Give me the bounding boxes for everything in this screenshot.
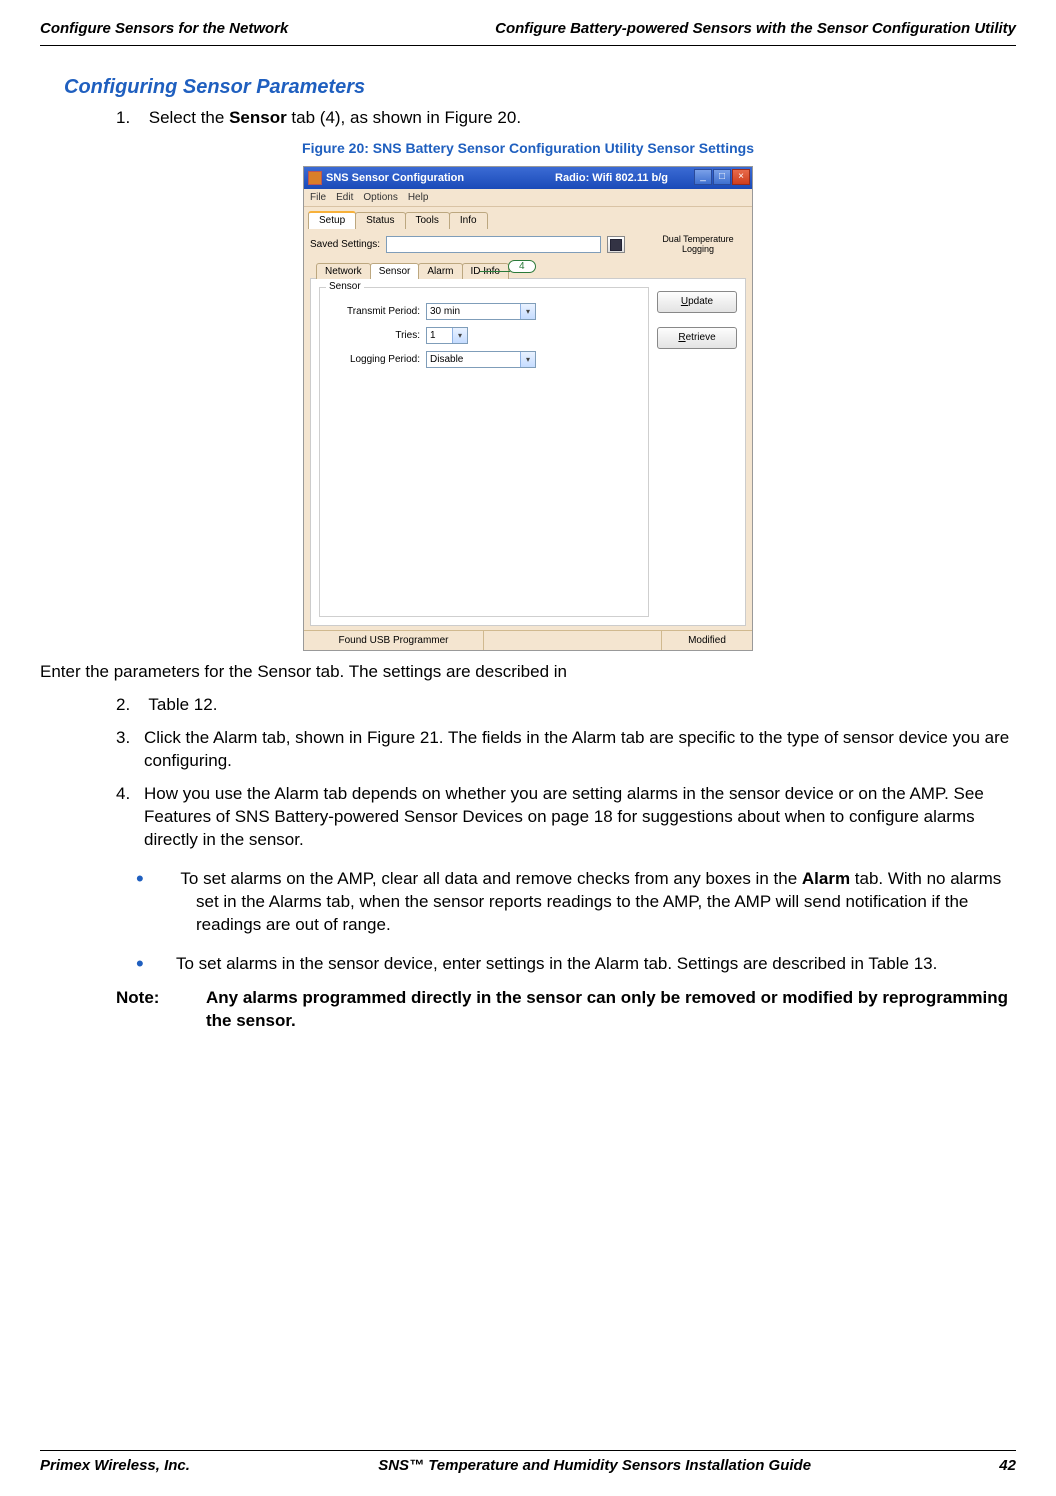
update-button[interactable]: Update	[657, 291, 737, 313]
step1-bold: Sensor	[229, 108, 287, 127]
sensor-legend: Sensor	[326, 281, 364, 292]
tries-value: 1	[430, 330, 436, 341]
step-4-text: How you use the Alarm tab depends on whe…	[144, 783, 1016, 852]
dual-temp-label: Dual Temperature Logging	[656, 235, 746, 255]
screenshot-window: SNS Sensor Configuration Radio: Wifi 802…	[303, 166, 753, 651]
status-left: Found USB Programmer	[304, 631, 484, 650]
subtab-alarm[interactable]: Alarm	[418, 263, 462, 279]
callout-4: 4	[480, 260, 536, 273]
app-icon	[308, 171, 322, 185]
footer-center: SNS™ Temperature and Humidity Sensors In…	[378, 1457, 811, 1474]
tries-label: Tries:	[330, 330, 420, 341]
transmit-label: Transmit Period:	[330, 306, 420, 317]
note-body: Any alarms programmed directly in the se…	[206, 987, 1016, 1033]
callout-number: 4	[508, 260, 536, 273]
menu-help[interactable]: Help	[408, 192, 429, 203]
menubar: File Edit Options Help	[304, 189, 752, 207]
transmit-row: Transmit Period: 30 min ▾	[330, 300, 638, 324]
header-left: Configure Sensors for the Network	[40, 20, 288, 37]
maximize-button[interactable]: □	[713, 169, 731, 185]
saved-settings-combo[interactable]	[386, 236, 601, 253]
step-2-number: 2.	[116, 694, 144, 717]
chevron-down-icon: ▾	[520, 304, 535, 319]
page-footer: Primex Wireless, Inc. SNS™ Temperature a…	[40, 1450, 1016, 1474]
loggingp-value: Disable	[430, 354, 463, 365]
saved-settings-label: Saved Settings:	[310, 239, 380, 250]
save-icon[interactable]	[607, 236, 625, 253]
statusbar: Found USB Programmer Modified	[304, 630, 752, 650]
figure-caption: Figure 20: SNS Battery Sensor Configurat…	[40, 140, 1016, 156]
window-title: SNS Sensor Configuration	[326, 172, 464, 184]
subtab-sensor[interactable]: Sensor	[370, 263, 420, 279]
step-4: 4. How you use the Alarm tab depends on …	[116, 783, 1016, 852]
sensor-panel: Sensor Transmit Period: 30 min ▾ Tries: 1…	[310, 278, 746, 626]
sensor-fieldset: Sensor Transmit Period: 30 min▾ Tries: 1…	[319, 287, 649, 617]
step1-suffix: tab (4), as shown in Figure 20.	[287, 108, 521, 127]
note-row: Note: Any alarms programmed directly in …	[116, 987, 1016, 1033]
window-body: Saved Settings: Dual Temperature Logging…	[304, 229, 752, 630]
bullet-2: To set alarms in the sensor device, ente…	[176, 947, 1016, 977]
tries-row: Tries: 1▾	[330, 324, 638, 348]
status-right: Modified	[662, 631, 752, 650]
minimize-button[interactable]: _	[694, 169, 712, 185]
inner-tabs: Network Sensor Alarm ID Info 4	[310, 259, 746, 279]
screenshot-container: SNS Sensor Configuration Radio: Wifi 802…	[40, 166, 1016, 651]
close-button[interactable]: ×	[732, 169, 750, 185]
loggingp-row: Logging Period: Disable ▾	[330, 348, 638, 372]
step1-prefix: Select the	[149, 108, 229, 127]
bullet-1: To set alarms on the AMP, clear all data…	[176, 862, 1016, 938]
titlebar: SNS Sensor Configuration Radio: Wifi 802…	[304, 167, 752, 189]
step-1-number: 1.	[116, 107, 144, 130]
main-tabs: Setup Status Tools Info	[304, 207, 752, 229]
radio-label: Radio: Wifi 802.11 b/g	[555, 172, 668, 184]
transmit-combo[interactable]: 30 min ▾	[426, 303, 536, 320]
footer-right: 42	[999, 1457, 1016, 1474]
tab-status[interactable]: Status	[355, 212, 405, 229]
tries-combo[interactable]: 1▾	[426, 327, 468, 344]
step-4-number: 4.	[116, 783, 144, 852]
page-header: Configure Sensors for the Network Config…	[40, 20, 1016, 46]
tab-tools[interactable]: Tools	[405, 212, 450, 229]
window-controls: _ □ ×	[694, 169, 750, 185]
subtab-network[interactable]: Network	[316, 263, 371, 279]
footer-left: Primex Wireless, Inc.	[40, 1457, 190, 1474]
right-button-col: Update Retrieve	[657, 287, 737, 617]
transmit-value: 30 min	[430, 306, 460, 317]
status-mid	[484, 631, 662, 650]
tab-setup[interactable]: Setup	[308, 211, 356, 229]
step-1-text: Select the Sensor tab (4), as shown in F…	[149, 108, 521, 127]
header-right: Configure Battery-powered Sensors with t…	[495, 20, 1016, 37]
bullet1-bold: Alarm	[802, 869, 850, 888]
chevron-down-icon: ▾	[452, 328, 467, 343]
saved-settings-row: Saved Settings: Dual Temperature Logging	[310, 233, 746, 257]
loggingp-combo[interactable]: Disable ▾	[426, 351, 536, 368]
note-label: Note:	[116, 987, 206, 1033]
step-1: 1. Select the Sensor tab (4), as shown i…	[116, 107, 1016, 130]
step-2-text: Table 12.	[148, 695, 217, 714]
chevron-down-icon: ▾	[520, 352, 535, 367]
step-3: 3. Click the Alarm tab, shown in Figure …	[116, 727, 1016, 773]
section-title: Configuring Sensor Parameters	[64, 76, 1016, 99]
menu-options[interactable]: Options	[363, 192, 397, 203]
tab-info[interactable]: Info	[449, 212, 488, 229]
menu-file[interactable]: File	[310, 192, 326, 203]
step-3-text: Click the Alarm tab, shown in Figure 21.…	[144, 727, 1016, 773]
intro-para: Enter the parameters for the Sensor tab.…	[40, 661, 1016, 684]
step-2: 2. Table 12.	[116, 694, 1016, 717]
retrieve-button[interactable]: Retrieve	[657, 327, 737, 349]
step-3-number: 3.	[116, 727, 144, 773]
menu-edit[interactable]: Edit	[336, 192, 353, 203]
bullet1-prefix: To set alarms on the AMP, clear all data…	[180, 869, 801, 888]
loggingp-label: Logging Period:	[330, 354, 420, 365]
